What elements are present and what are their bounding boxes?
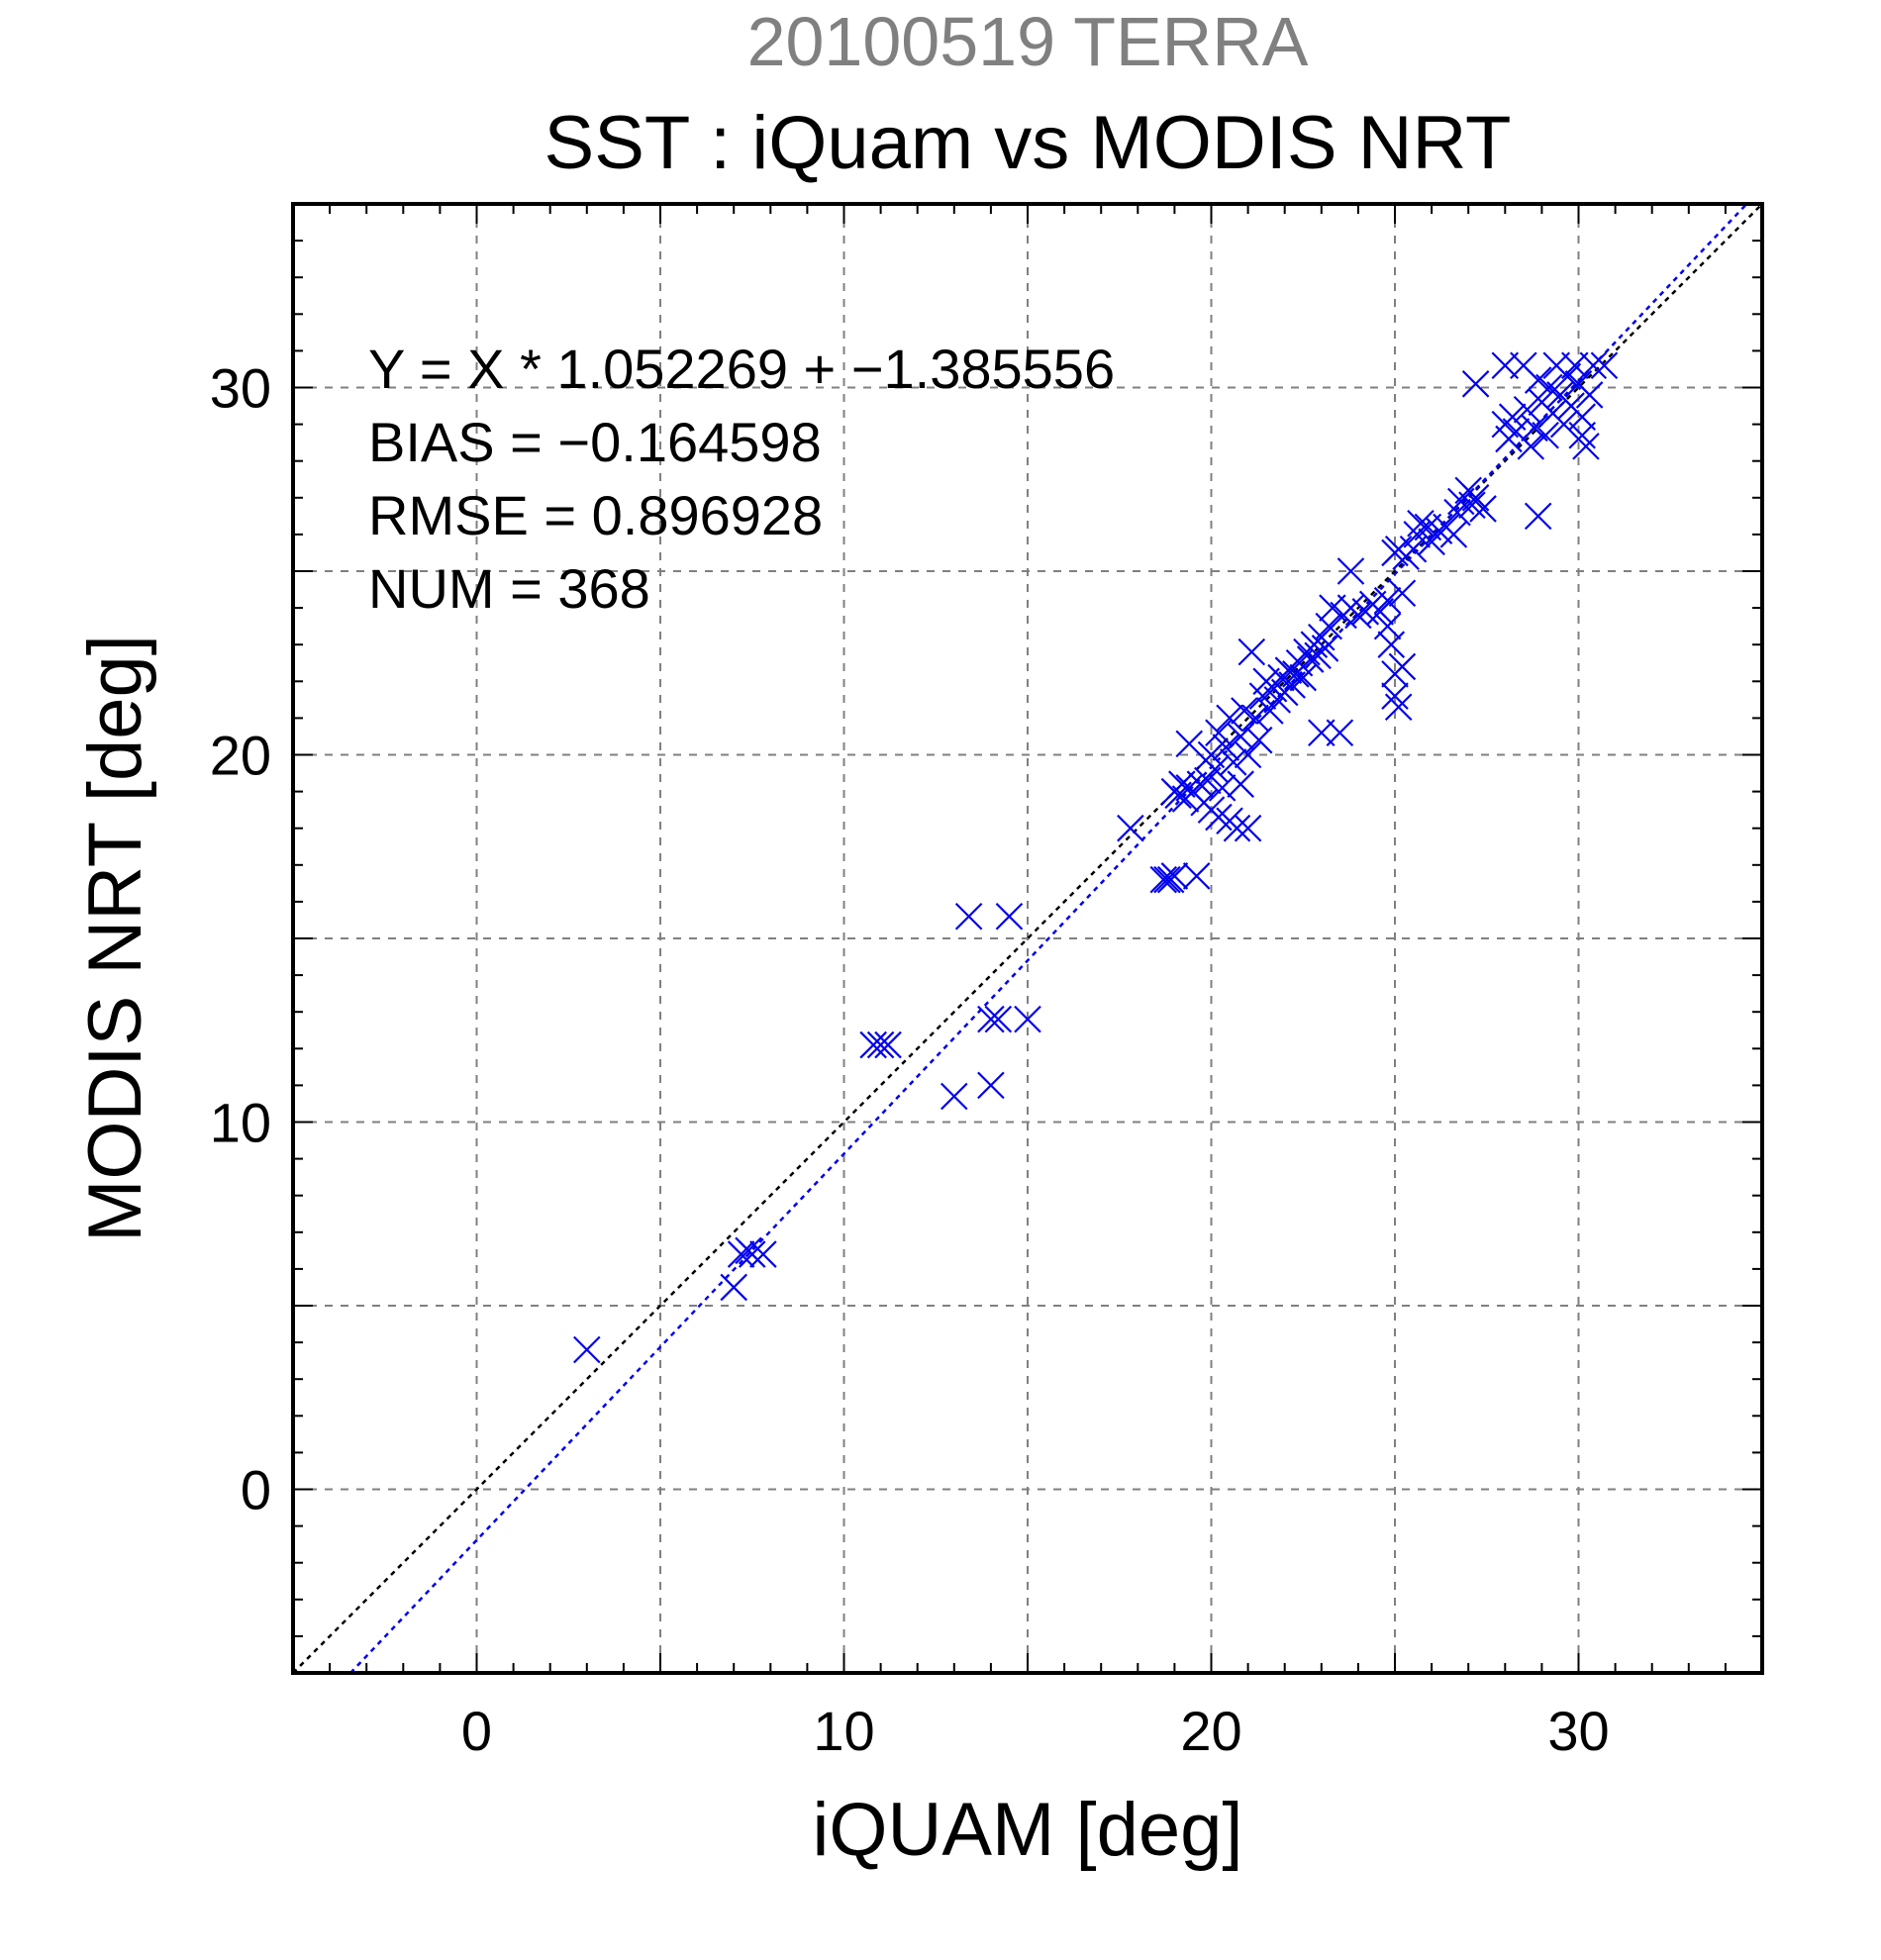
data-point: [1149, 865, 1178, 894]
data-point: [1469, 495, 1497, 523]
data-point: [1289, 663, 1318, 692]
data-point: [1216, 704, 1243, 733]
y-tick-label: 20: [210, 725, 271, 787]
data-point: [984, 1005, 1013, 1033]
data-point: [1117, 814, 1144, 842]
data-point: [1568, 421, 1596, 449]
data-point: [1227, 723, 1254, 750]
data-point: [1513, 395, 1541, 424]
data-point: [1326, 719, 1354, 747]
data-point: [749, 1240, 777, 1268]
data-point: [727, 1240, 755, 1268]
data-point: [1407, 509, 1435, 538]
data-point: [866, 1030, 895, 1059]
data-point: [1014, 1005, 1041, 1033]
data-point: [1532, 421, 1559, 449]
num-stat: NUM = 368: [368, 557, 650, 620]
data-point: [1244, 726, 1273, 754]
x-axis-label: iQUAM [deg]: [812, 1788, 1242, 1872]
data-point: [1175, 730, 1204, 758]
grid: [293, 204, 1762, 1673]
data-point: [995, 902, 1024, 931]
data-point: [1524, 502, 1552, 531]
data-point: [1377, 631, 1406, 658]
data-point: [738, 1240, 766, 1268]
data-point: [1579, 351, 1608, 380]
data-point: [977, 1071, 1005, 1100]
y-tick-label: 10: [210, 1092, 271, 1154]
data-point: [1384, 693, 1413, 722]
data-point: [940, 1082, 968, 1111]
plot-frame: [291, 202, 1764, 1675]
data-point: [1182, 862, 1211, 890]
data-point: [1160, 862, 1189, 890]
x-tick-label: 30: [1547, 1700, 1609, 1762]
data-point: [720, 1273, 747, 1302]
chart-subtitle: SST : iQuam vs MODIS NRT: [544, 101, 1512, 185]
data-point: [1373, 586, 1402, 615]
fit-equation: Y = X * 1.052269 + −1.385556: [368, 338, 1115, 400]
data-point: [1212, 734, 1240, 761]
data-point: [1208, 774, 1237, 802]
data-point: [1315, 612, 1342, 640]
data-point: [1234, 740, 1262, 769]
data-point: [1238, 637, 1266, 666]
bias-stat: BIAS = −0.164598: [368, 411, 822, 473]
data-point: [1517, 433, 1545, 460]
data-point: [1458, 491, 1486, 519]
data-point: [1388, 652, 1417, 681]
data-point: [1575, 381, 1604, 409]
data-point: [1153, 865, 1181, 894]
data-point: [1223, 814, 1251, 842]
data-points: [573, 351, 1619, 1364]
x-tick-label: 0: [461, 1700, 492, 1762]
data-point: [874, 1030, 902, 1059]
data-point: [1461, 370, 1490, 398]
y-tick-label: 30: [210, 357, 271, 420]
data-point: [1443, 498, 1471, 527]
reference-lines: [292, 203, 1763, 1674]
data-point: [954, 902, 983, 931]
x-tick-label: 10: [813, 1700, 874, 1762]
x-tick-label: 20: [1180, 1700, 1241, 1762]
data-point: [1381, 682, 1409, 710]
data-point: [1388, 579, 1417, 608]
data-point: [1549, 410, 1578, 439]
rmse-stat: RMSE = 0.896928: [368, 484, 823, 546]
data-point: [859, 1030, 887, 1059]
y-axis-label: MODIS NRT [deg]: [73, 635, 157, 1242]
data-point: [1590, 351, 1619, 380]
data-point: [1572, 433, 1600, 460]
data-point: [1373, 612, 1402, 640]
data-point: [573, 1335, 601, 1364]
data-point: [1234, 814, 1262, 842]
chart-title: 20100519 TERRA: [747, 3, 1309, 80]
tick-labels: 0 10 20 30 0 10 20 30: [210, 357, 1610, 1763]
data-point: [1205, 803, 1233, 832]
data-point: [1227, 770, 1254, 798]
data-point: [1219, 748, 1247, 776]
y-tick-label: 0: [241, 1459, 271, 1521]
data-point: [1336, 557, 1365, 585]
data-point: [977, 1005, 1005, 1033]
regression-line: [349, 203, 1748, 1674]
data-point: [1201, 755, 1229, 784]
